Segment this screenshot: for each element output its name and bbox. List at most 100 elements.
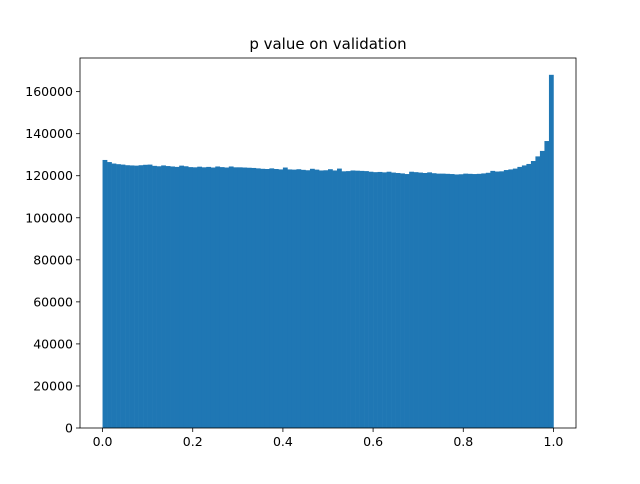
histogram-bar — [391, 172, 396, 428]
histogram-bar — [264, 169, 270, 428]
histogram-bar — [458, 174, 464, 428]
histogram-bar — [467, 173, 473, 428]
histogram-bar — [364, 171, 369, 428]
histogram-bar — [328, 169, 333, 429]
histogram-bar — [152, 165, 157, 428]
histogram-bar — [143, 164, 148, 428]
plot-frame — [79, 57, 577, 429]
histogram-bar — [120, 164, 126, 429]
histogram-bar — [215, 166, 221, 428]
histogram-bar — [201, 167, 207, 428]
histogram-bar — [192, 167, 198, 428]
histogram-bar — [255, 168, 261, 428]
histogram-bar — [156, 166, 162, 429]
histogram-bar — [300, 169, 306, 428]
histogram-bar — [183, 166, 189, 429]
histogram-bar — [242, 167, 248, 428]
histogram-bar — [346, 171, 351, 428]
histogram-bar — [161, 165, 166, 428]
y-tick-label: 60000 — [33, 294, 73, 309]
histogram-bar — [350, 170, 356, 428]
histogram-bar — [228, 166, 234, 428]
y-tick-label: 160000 — [25, 84, 73, 99]
histogram-bar — [309, 168, 315, 428]
x-tick-label: 1.0 — [544, 434, 564, 449]
histogram-bar — [418, 172, 423, 428]
x-axis: 0.0 0.2 0.4 0.6 0.8 1.0 — [93, 428, 564, 449]
x-tick-label: 0.0 — [93, 434, 113, 449]
histogram-bar — [386, 171, 392, 428]
histogram-bar — [273, 169, 279, 428]
histogram-bar — [436, 173, 442, 428]
histogram-bar — [116, 164, 121, 428]
histogram-bar — [485, 172, 491, 428]
histogram-bar — [305, 170, 311, 429]
histogram-bar — [197, 166, 203, 428]
histogram-bar — [517, 166, 523, 429]
chart-title: p value on validation — [249, 35, 406, 53]
histogram-bar — [165, 166, 171, 428]
histogram-bar — [134, 165, 139, 429]
histogram-bar — [512, 168, 518, 429]
histogram-bar — [476, 173, 482, 428]
histogram-bar — [526, 163, 532, 429]
histogram-bar — [237, 167, 243, 428]
histogram-bar — [129, 165, 135, 428]
histogram-bar — [395, 172, 401, 428]
histogram-bar — [251, 167, 257, 429]
histogram-bar — [246, 167, 252, 428]
histogram-bar — [291, 169, 297, 428]
histogram-bar — [400, 173, 405, 428]
histogram-bar — [413, 172, 419, 428]
histogram-bar — [449, 174, 455, 428]
histogram-bar — [179, 165, 185, 429]
histogram-bar — [188, 167, 194, 428]
histogram-bar — [210, 167, 216, 428]
histogram-bar — [422, 172, 428, 428]
histogram-bar — [102, 159, 108, 429]
histogram-bar — [548, 74, 554, 429]
x-tick-label: 0.4 — [273, 434, 293, 449]
y-tick-label: 140000 — [25, 126, 73, 141]
y-tick-label: 80000 — [33, 252, 73, 267]
y-tick-label: 0 — [65, 421, 73, 436]
histogram-bar — [472, 174, 478, 428]
histogram-bar — [107, 162, 112, 428]
histogram-bar — [431, 173, 437, 428]
histogram-bar — [323, 170, 329, 429]
histogram-bar — [503, 170, 509, 428]
histogram-bar — [530, 161, 536, 429]
histogram-bar — [490, 170, 496, 429]
y-tick-label: 100000 — [25, 210, 73, 225]
histogram-bar — [404, 174, 410, 428]
histogram-bar — [445, 173, 451, 428]
y-tick-label: 40000 — [33, 336, 73, 351]
histogram-bar — [539, 150, 545, 428]
histogram-bar — [481, 173, 487, 428]
histogram-bar — [206, 166, 212, 429]
histogram-bar — [373, 172, 378, 428]
y-tick-label: 20000 — [33, 378, 73, 393]
histogram-bar — [296, 169, 302, 429]
bars-group — [102, 74, 554, 429]
histogram-bar — [359, 170, 365, 429]
histogram-bar — [440, 173, 446, 428]
histogram-bar — [499, 171, 505, 428]
histogram-bar — [382, 172, 387, 428]
histogram-bar — [170, 166, 175, 428]
histogram-bar — [521, 165, 527, 428]
histogram-bar — [368, 171, 374, 428]
histogram-bar — [318, 170, 324, 428]
histogram-bar — [111, 163, 117, 428]
histogram-bar — [174, 166, 180, 429]
histogram-bar — [233, 167, 239, 428]
histogram-bar — [409, 171, 414, 428]
histogram-bar — [138, 165, 144, 428]
y-tick-label: 120000 — [25, 168, 73, 183]
histogram-bar — [287, 169, 293, 428]
y-axis: 0 20000 40000 60000 80000 100000 120000 140000 1… — [25, 84, 80, 436]
histogram-bar — [508, 169, 514, 428]
histogram-bar — [269, 168, 275, 428]
histogram-bar — [427, 172, 433, 428]
